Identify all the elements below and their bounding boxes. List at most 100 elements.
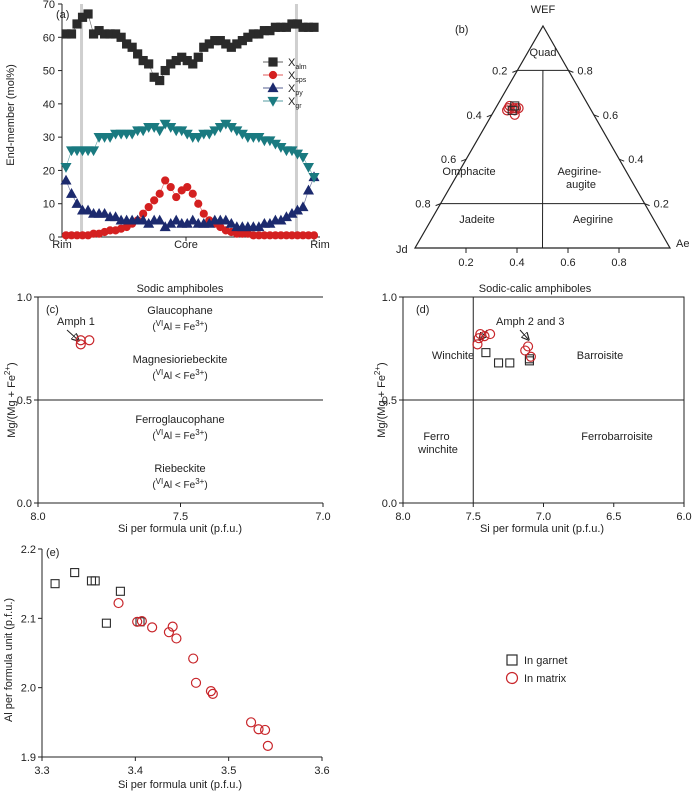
point-sps xyxy=(183,182,192,192)
point-alm xyxy=(72,19,82,29)
point-py xyxy=(170,214,182,225)
panel-c-ytick-label: 0.5 xyxy=(17,395,32,407)
legend-label-main: X xyxy=(288,70,296,82)
panel-c-field-condition: (VIAl = Fe3+) xyxy=(152,428,207,442)
legend-label-sub: alm xyxy=(295,64,306,71)
condition-part: ( xyxy=(152,322,156,333)
point-py xyxy=(302,184,315,195)
ternary-ticks: 0.2 0.8 0.2 0.4 0.6 0.4 0.6 0.4 0.6 0.8 0.2 0.8 xyxy=(415,65,669,269)
panel-c-label: (c) xyxy=(46,304,59,316)
panel-e-point-matrix xyxy=(262,740,273,752)
ferrowinchite-line-1: Ferro xyxy=(423,431,449,443)
panel-c-field-condition: (VIAl = Fe3+) xyxy=(152,319,207,333)
panel-e-xlabel: Si per formula unit (p.f.u.) xyxy=(118,779,242,791)
legend-label-gr: Xgr xyxy=(288,96,302,110)
panel-d-xtick-label: 6.0 xyxy=(676,511,691,523)
panel-e-ytick-label: 2.0 xyxy=(21,683,36,695)
legend-label-sub: py xyxy=(295,90,303,97)
point-alm xyxy=(188,59,198,69)
panel-a-axes: 0 10 20 30 40 50 60 70 xyxy=(43,0,320,244)
legend-label-sps: Xsps xyxy=(288,70,307,84)
legend-label-sub: sps xyxy=(295,77,306,84)
point-py xyxy=(99,207,111,218)
panel-d-point-matrix xyxy=(525,351,536,362)
legend-label-py: Xpy xyxy=(288,83,303,97)
panel-d-axes: 0.0 0.5 1.0 8.0 7.5 7.0 6.5 6.0 xyxy=(382,292,692,523)
panel-c-axes: 0.0 0.5 1.0 8.0 7.5 7.0 xyxy=(17,292,331,523)
point-sps xyxy=(155,189,164,198)
point-py xyxy=(60,174,72,185)
ternary-ticklabel-bottom: 0.4 xyxy=(509,257,524,269)
aegirine-augite-line-2: augite xyxy=(566,179,596,191)
point-alm xyxy=(155,75,165,86)
point-py xyxy=(71,197,83,208)
panel-e-ytick-label: 2.1 xyxy=(21,613,36,625)
rim-boundary-line xyxy=(80,4,84,237)
panel-a-ylabel: End-member (mol%) xyxy=(5,64,17,165)
panel-e-xtick-label: 3.3 xyxy=(34,765,49,777)
panel-d-ytick-label: 0.5 xyxy=(382,395,397,407)
panel-a-xtick-rim-left: Rim xyxy=(52,239,72,251)
point-gr xyxy=(308,172,320,183)
panel-c-xtick-label: 7.0 xyxy=(315,511,330,523)
point-gr xyxy=(203,129,215,140)
panel-c-xlabel: Si per formula unit (p.f.u.) xyxy=(118,523,242,535)
panel-c-point-matrix xyxy=(84,335,95,346)
ternary-vertex-left: Jd xyxy=(396,244,408,256)
point-alm xyxy=(193,52,203,62)
point-sps xyxy=(161,176,170,185)
panel-e-legend: In garnet In matrix xyxy=(505,654,567,685)
point-sps xyxy=(172,192,181,202)
ternary-ticklabel-left: 0.8 xyxy=(415,199,430,211)
panel-e-ytick-label: 1.9 xyxy=(21,752,36,764)
panel-b-pyroxene-ternary: (b) WEF Jd Ae 0.2 0.80.20.4 0.60.40.6 0.40.… xyxy=(396,4,689,269)
panel-d-ylabel-end: ) xyxy=(376,362,388,366)
panel-d-xtick-label: 8.0 xyxy=(395,511,410,523)
legend-matrix-label: In matrix xyxy=(524,673,567,685)
condition-part: ) xyxy=(204,431,207,442)
panel-c-point-matrix xyxy=(75,339,86,350)
panel-c-ytick-label: 1.0 xyxy=(17,292,32,304)
panel-c-ylabel-sup: 2+ xyxy=(3,366,12,375)
point-py xyxy=(137,214,149,225)
panel-c-field-name: Glaucophane xyxy=(147,305,212,317)
condition-part: 3+ xyxy=(195,428,204,437)
panel-a-ytick-label: 70 xyxy=(43,0,55,11)
point-alm xyxy=(144,59,154,69)
panel-a-ytick-label: 40 xyxy=(43,99,55,111)
point-alm xyxy=(160,65,170,76)
point-py xyxy=(225,217,237,228)
panel-e-point-matrix xyxy=(188,653,199,664)
panel-e-point-matrix xyxy=(163,627,175,638)
panel-e-point-matrix xyxy=(171,633,182,644)
panel-e-point-garnet xyxy=(70,568,80,578)
panel-b-label: (b) xyxy=(455,24,468,36)
point-sps xyxy=(199,209,208,218)
point-sps xyxy=(188,189,197,198)
aegirine-augite-line-1: Aegirine- xyxy=(557,166,601,178)
panel-c-annotation: Amph 1 xyxy=(57,316,95,328)
panel-c-sodic-amphiboles: Sodic amphiboles (c) Mg/(Mg + Fe2+) 0.00… xyxy=(3,283,331,535)
point-sps xyxy=(150,196,159,205)
ternary-tick-right xyxy=(644,203,650,207)
legend-marker-py xyxy=(267,82,279,93)
condition-part: VI xyxy=(156,319,164,328)
ternary-vertex-top: WEF xyxy=(531,4,556,16)
panel-a-ytick-label: 10 xyxy=(43,199,55,211)
ternary-frame xyxy=(413,24,672,249)
point-alm xyxy=(83,9,93,19)
panel-e-xtick-label: 3.4 xyxy=(128,765,143,777)
ternary-ticklabel-left: 0.2 xyxy=(492,65,507,77)
panel-d-ylabel-main: Mg/(Mg + Fe xyxy=(376,375,388,438)
condition-part: ) xyxy=(204,322,207,333)
point-alm xyxy=(309,22,319,32)
point-py xyxy=(65,188,78,198)
panel-d-xtick-label: 7.0 xyxy=(536,511,551,523)
panel-a-ytick-label: 50 xyxy=(43,66,55,78)
panel-e-point-garnet xyxy=(90,576,100,586)
ternary-point-matrix xyxy=(508,103,519,114)
point-gr xyxy=(302,163,315,173)
panel-d-sodic-calcic-amphiboles: Sodic-calic amphiboles (d) Mg/(Mg + Fe2+… xyxy=(373,283,692,535)
point-sps xyxy=(194,199,203,208)
